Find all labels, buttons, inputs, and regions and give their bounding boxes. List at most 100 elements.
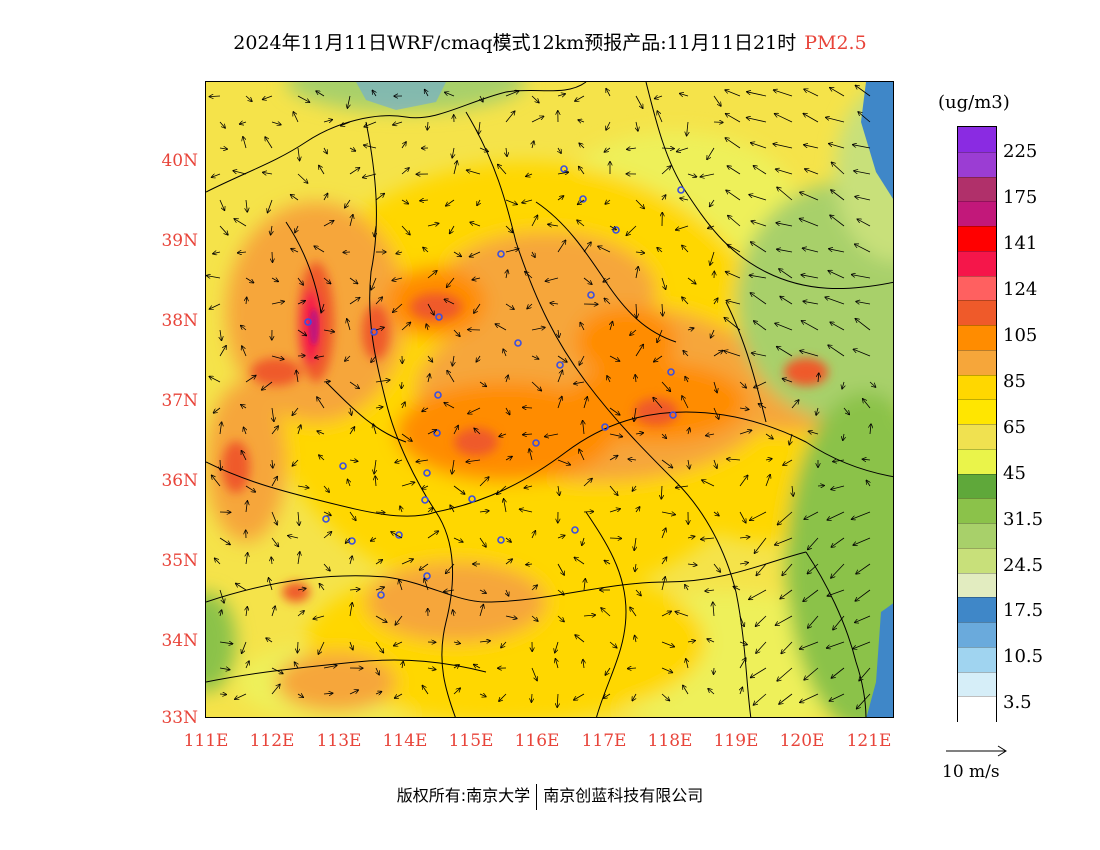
wind-arrow <box>450 505 455 513</box>
wind-arrow <box>578 199 585 204</box>
wind-arrow <box>555 641 559 653</box>
wind-arrow <box>791 400 799 409</box>
wind-arrow <box>683 685 689 695</box>
wind-arrow <box>363 173 377 178</box>
legend-label: 124 <box>1003 279 1038 300</box>
wind-arrow <box>531 116 544 123</box>
wind-arrow <box>505 249 519 253</box>
wind-arrow <box>297 301 305 304</box>
wind-arrow <box>317 431 325 434</box>
wind-arrow <box>323 330 334 332</box>
map-panel <box>205 81 894 718</box>
wind-arrow <box>346 537 351 543</box>
wind-arrow <box>661 641 674 647</box>
wind-arrow <box>401 142 406 149</box>
wind-arrow <box>474 665 481 669</box>
wind-arrow <box>869 381 876 387</box>
wind-arrow <box>609 485 618 495</box>
wind-arrow <box>574 557 585 565</box>
wind-arrow <box>272 251 273 262</box>
wind-arrow <box>827 641 845 648</box>
wind-arrow <box>683 351 689 357</box>
wind-arrow <box>452 459 454 474</box>
wind-arrow <box>375 692 382 694</box>
wind-arrow <box>444 299 455 305</box>
wind-arrow <box>557 459 570 465</box>
legend-swatch <box>958 325 996 352</box>
wind-arrow <box>858 112 871 123</box>
wind-arrow <box>779 693 793 704</box>
wind-arrow <box>263 172 273 174</box>
wind-arrow <box>557 615 564 622</box>
wind-arrow <box>661 528 666 539</box>
wind-arrow <box>452 147 454 158</box>
wind-arrow <box>714 667 715 674</box>
wind-arrow <box>831 190 845 201</box>
wind-arrow <box>583 242 591 253</box>
wind-arrow <box>582 537 584 545</box>
legend-swatch <box>958 622 996 649</box>
wind-arrow <box>297 95 310 102</box>
wind-arrow <box>401 225 410 235</box>
wind-arrow <box>401 559 413 565</box>
wind-arrow <box>265 137 273 149</box>
wind-arrow <box>243 137 247 149</box>
wind-arrow <box>583 277 592 284</box>
wind-arrow <box>829 144 845 149</box>
wind-arrow <box>765 433 773 439</box>
wind-arrow <box>323 277 331 284</box>
wind-arrow <box>219 642 233 644</box>
wind-arrow <box>347 319 351 331</box>
wind-arrow <box>446 199 455 206</box>
wind-arrow <box>505 225 513 232</box>
wind-arrow <box>661 557 667 565</box>
wind-arrow <box>422 408 429 411</box>
wind-arrow <box>579 449 585 461</box>
wind-arrow <box>422 486 429 489</box>
wind-arrow <box>607 376 610 383</box>
wind-arrow <box>501 641 507 648</box>
wind-arrow <box>739 430 752 435</box>
wind-arrow <box>531 356 539 359</box>
legend-swatch <box>958 127 996 153</box>
wind-arrow <box>713 351 723 357</box>
wind-arrow <box>829 249 845 253</box>
wind-arrow <box>661 148 674 149</box>
wind-arrow <box>272 459 273 468</box>
wind-arrow <box>661 577 665 591</box>
legend-swatch <box>958 349 996 376</box>
wind-arrow <box>453 688 460 695</box>
wind-arrow <box>605 667 611 675</box>
wind-arrow <box>726 190 741 201</box>
wind-arrow <box>653 398 663 409</box>
lat-label: 35N <box>161 551 198 571</box>
wind-arrow <box>453 251 461 256</box>
wind-arrow <box>610 322 613 331</box>
wind-arrow <box>804 89 819 97</box>
wind-arrow <box>728 216 741 227</box>
wind-arrow <box>579 355 585 365</box>
wind-arrow <box>495 324 507 331</box>
wind-arrow <box>272 407 274 421</box>
wind-arrow <box>479 537 486 547</box>
wind-arrow <box>816 407 818 415</box>
wind-arrow <box>241 405 247 408</box>
wind-arrow <box>470 251 481 257</box>
lon-label: 113E <box>316 731 362 751</box>
wind-reference-arrow <box>946 745 1007 757</box>
wind-arrow <box>372 91 376 97</box>
wind-arrow <box>557 240 566 253</box>
wind-arrow <box>295 662 299 669</box>
legend-label: 65 <box>1003 417 1026 438</box>
wind-arrow <box>804 667 819 680</box>
wind-arrow <box>271 537 278 547</box>
wind-arrow <box>532 251 535 257</box>
wind-arrow <box>479 694 486 697</box>
wind-arrow <box>751 221 767 227</box>
wind-arrow <box>739 563 748 564</box>
wind-arrow <box>758 404 767 409</box>
wind-arrow <box>687 121 688 136</box>
wind-arrow <box>323 120 332 122</box>
wind-arrow <box>739 511 746 523</box>
wind-arrow <box>713 407 719 419</box>
